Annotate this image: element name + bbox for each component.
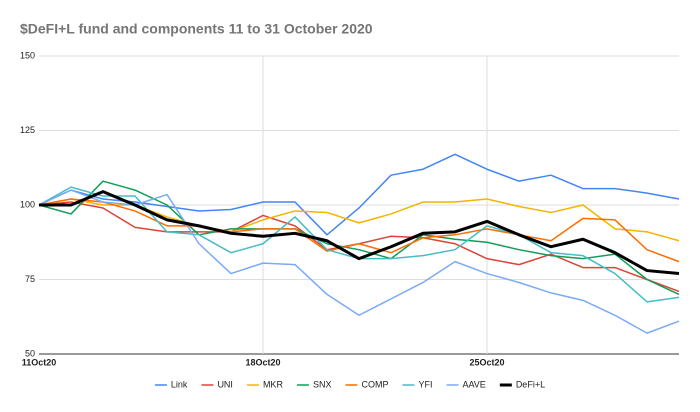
legend-label: MKR — [263, 379, 284, 389]
y-tick-label: 50 — [25, 348, 35, 358]
series-line — [38, 189, 680, 334]
legend-label: AAVE — [462, 379, 485, 389]
x-tick-label: 11Oct20 — [22, 357, 57, 367]
y-tick-label: 75 — [25, 274, 35, 284]
legend-label: DeFi+L — [516, 379, 545, 389]
x-tick-label: 18Oct20 — [245, 357, 280, 367]
chart-title: $DeFI+L fund and components 11 to 31 Oct… — [20, 21, 373, 37]
series-line — [39, 190, 680, 276]
x-tick-label: 25Oct20 — [469, 357, 504, 367]
series-line — [38, 153, 680, 236]
legend-label: COMP — [361, 379, 388, 389]
legend-label: YFI — [418, 379, 432, 389]
y-tick-label: 100 — [20, 199, 35, 209]
y-tick-label: 125 — [20, 125, 35, 135]
legend: Link UNI MKR SNX COMP YFI AAVE DeFi+L — [154, 379, 545, 389]
y-tick-label: 150 — [20, 50, 35, 60]
legend-label: Link — [171, 379, 188, 389]
series-line — [38, 180, 680, 296]
legend-label: SNX — [313, 379, 332, 389]
series-line — [38, 198, 680, 263]
legend-label: UNI — [217, 379, 233, 389]
